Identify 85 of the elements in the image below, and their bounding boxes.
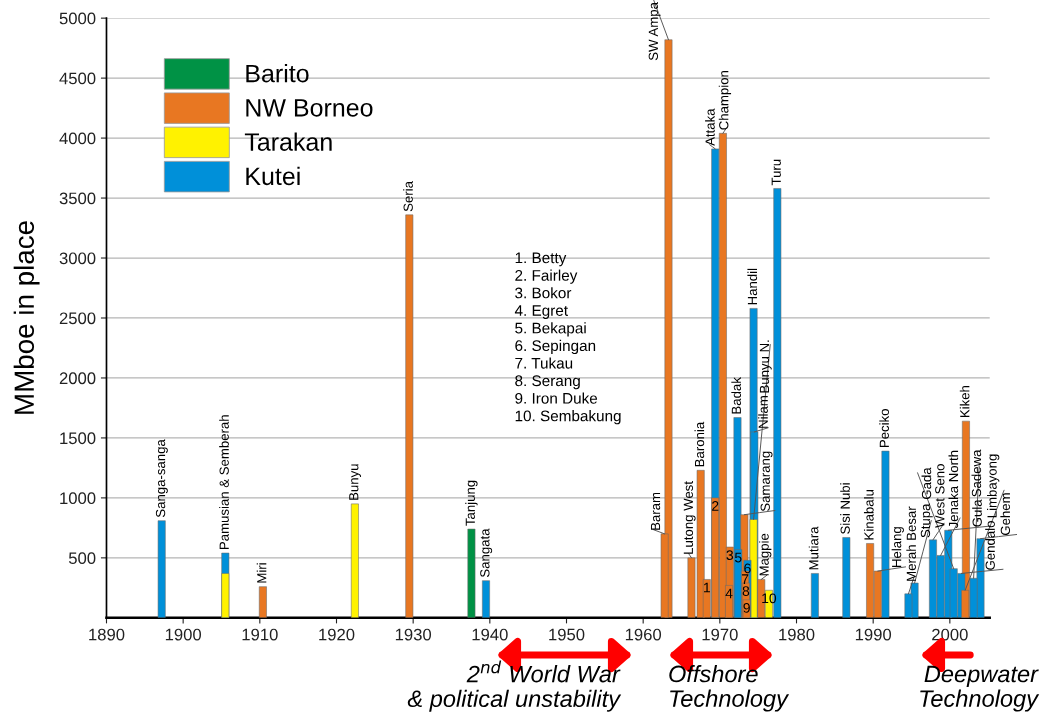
x-tick-label: 1950 <box>549 628 585 641</box>
annotation: Peciko <box>879 409 889 448</box>
annotation: Attaka <box>705 108 715 146</box>
bar <box>157 520 166 618</box>
text: Deepwater Technology <box>920 665 1040 712</box>
y-tick-label: 3000 <box>59 252 96 265</box>
y-tick-label: 2000 <box>59 372 96 385</box>
bar <box>810 573 819 618</box>
bar <box>405 214 414 618</box>
legend-label: NW Borneo <box>246 99 373 117</box>
annotation: Seria <box>403 181 413 212</box>
annotation: Pamusian & Semberah <box>219 415 229 549</box>
annotation: Magpie <box>759 533 772 576</box>
legend-label: Tarakan <box>244 132 332 151</box>
x-tick-label: 1890 <box>89 628 125 641</box>
bar <box>258 586 267 618</box>
annotation: Kikeh <box>959 385 970 418</box>
annotation: 7 <box>741 574 749 584</box>
annotation: Kinabalu <box>863 489 874 540</box>
x-tick-label: 1930 <box>395 628 432 641</box>
annotation: Miri <box>256 563 267 583</box>
x-tick-label: 1910 <box>242 628 278 641</box>
annotation: Bunyu N. <box>759 340 772 393</box>
annotation: Lutong West <box>683 481 696 554</box>
annotation: Sangata <box>480 528 493 578</box>
annotation: Mutiara <box>808 526 819 570</box>
annotation: 5 <box>734 552 742 563</box>
annotation: Jenaka North <box>948 450 959 529</box>
annotation: Helang <box>891 527 904 567</box>
annotation: Gula <box>972 499 982 527</box>
bar <box>482 580 490 618</box>
bar <box>664 39 673 618</box>
x-tick-label: 1980 <box>779 628 815 641</box>
legend-label: Barito <box>246 64 309 83</box>
annotation: Gada <box>921 467 932 499</box>
bar <box>467 528 476 618</box>
annotation: 3 <box>726 550 734 561</box>
x-tick-label: 1970 <box>702 628 738 641</box>
text: 1. Betty 2. Fairley 3. Bokor 4. Egret 5. Bekapai 6. Sepingan 7. Tukau 8. Serang 9. Iron Duke 10. Sembakung <box>514 252 621 425</box>
annotation: 1 <box>704 582 710 593</box>
annotation: Champion <box>718 71 732 130</box>
y-tick-label: 3500 <box>59 192 96 205</box>
legend-label: Kutei <box>246 166 300 186</box>
y-tick-label: 4500 <box>59 72 96 85</box>
y-tick-label: 1500 <box>60 432 96 445</box>
y-tick-label: 5000 <box>59 12 96 25</box>
annotation: Baram <box>650 492 661 530</box>
annotation: Sanga-sanga <box>155 439 168 518</box>
annotation: Sisi Nubi <box>840 483 850 534</box>
text: Offshore Technology <box>669 665 790 712</box>
x-tick-label: 1990 <box>855 628 892 641</box>
annotation: Bunyu <box>349 464 362 500</box>
x-tick-label: 1960 <box>625 628 662 641</box>
annotation: Turu <box>771 159 781 186</box>
bar <box>350 503 359 618</box>
y-tick-label: 500 <box>68 552 96 565</box>
annotation: Tanjung <box>465 480 478 526</box>
annotation: Samarang <box>760 451 773 512</box>
annotation: West Seno <box>935 464 945 528</box>
bar <box>842 537 851 618</box>
annotation: Handil <box>747 268 758 305</box>
annotation: 9 <box>743 602 750 613</box>
annotation: Sadewa <box>971 449 982 497</box>
annotation: 4 <box>725 588 733 599</box>
annotation: SW Ampa <box>648 2 661 61</box>
annotation: 2 <box>712 501 719 511</box>
text: 2$^{nd}$ World War & political unstability <box>407 660 622 712</box>
y-tick-label: 1000 <box>60 492 96 505</box>
annotation: Limbayong <box>987 454 1000 518</box>
annotation: Gehem <box>1000 493 1011 535</box>
x-tick-label: 2000 <box>932 628 968 641</box>
annotation: Merah Besar <box>906 506 916 581</box>
x-tick-label: 1920 <box>319 628 355 641</box>
annotation: Gendalo <box>985 521 995 570</box>
annotation: Badak <box>731 377 742 414</box>
annotation: Stupa <box>920 503 933 538</box>
x-tick-label: 1900 <box>165 628 202 641</box>
annotation: 8 <box>742 586 750 597</box>
y-axis-title: MMboe in place <box>13 221 40 414</box>
annotation: Nilam <box>758 396 768 428</box>
y-tick-label: 2500 <box>59 312 96 325</box>
x-tick-label: 1940 <box>472 628 508 641</box>
annotation: 6 <box>744 563 751 574</box>
annotation: Baronia <box>694 421 705 467</box>
y-tick-label: 4000 <box>59 132 96 145</box>
